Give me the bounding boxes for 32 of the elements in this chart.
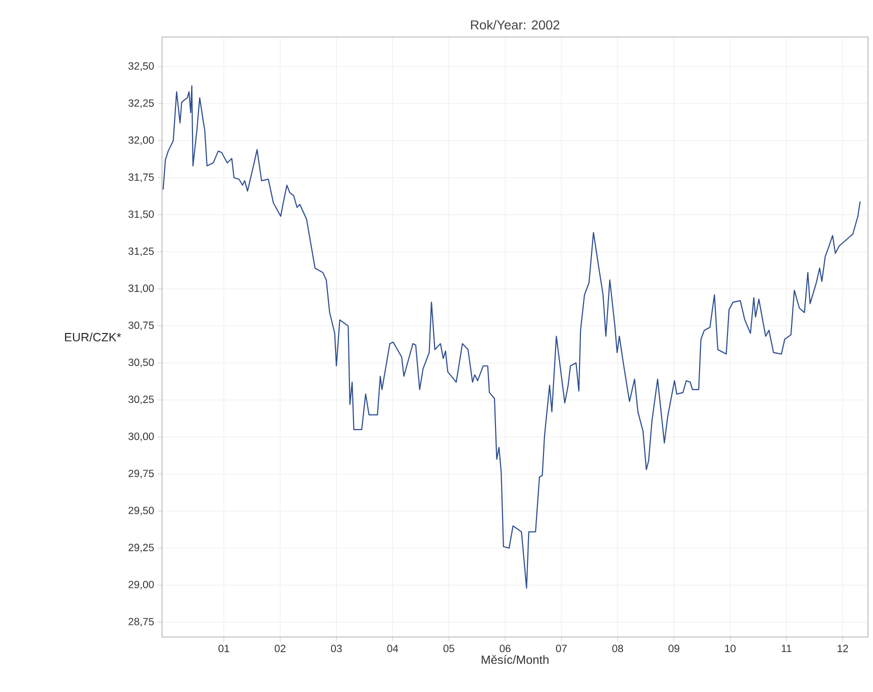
y-tick-label: 30,25 (128, 396, 154, 404)
y-tick-label: 31,50 (128, 210, 154, 220)
x-tick-label: 12 (838, 644, 848, 652)
y-tick-label: 29,50 (128, 506, 154, 516)
y-tick-label: 29,25 (128, 544, 154, 552)
y-tick-label: 32,25 (128, 99, 154, 108)
x-tick-label: 10 (725, 644, 736, 652)
x-tick-label: 03 (330, 644, 342, 652)
line-series (162, 85, 861, 589)
y-tick-label: 31,00 (128, 284, 154, 294)
x-tick-label: 09 (668, 644, 680, 652)
chart-title: Rok/Year: 2002 (471, 20, 560, 30)
y-axis-title: EUR/CZK* (65, 332, 122, 342)
y-tick-label: 29,00 (128, 580, 154, 590)
x-axis-title: Měsíc/Month (482, 655, 548, 664)
y-tick-label: 30,00 (128, 432, 154, 442)
y-tick-label: 29,75 (128, 470, 154, 478)
x-tick-label: 06 (500, 644, 511, 652)
x-tick-label: 05 (443, 644, 454, 652)
x-tick-label: 02 (274, 644, 286, 652)
y-tick-label: 28,75 (128, 618, 154, 627)
y-tick-label: 30,75 (128, 322, 154, 330)
y-tick-label: 31,75 (128, 173, 154, 182)
y-tick-label: 30,50 (128, 358, 154, 368)
y-tick-label: 32,00 (128, 136, 154, 146)
x-tick-label: 04 (387, 644, 398, 652)
y-tick-label: 31,25 (128, 248, 154, 256)
x-tick-label: 11 (782, 644, 792, 652)
x-tick-label: 01 (218, 644, 230, 652)
x-tick-label: 07 (556, 644, 567, 652)
x-tick-label: 08 (612, 644, 624, 652)
y-tick-label: 32,50 (128, 62, 154, 71)
